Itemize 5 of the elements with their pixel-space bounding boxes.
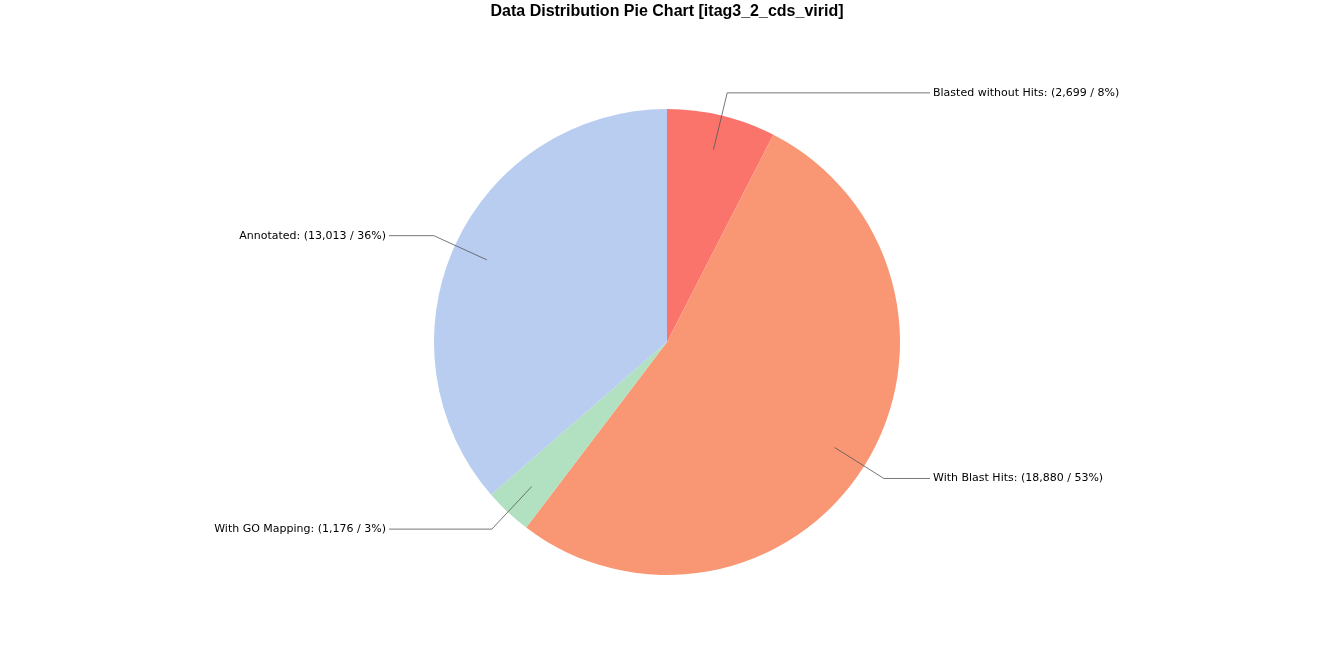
slice-label: With Blast Hits: (18,880 / 53%) bbox=[933, 471, 1104, 485]
slice-label: With GO Mapping: (1,176 / 3%) bbox=[214, 521, 386, 535]
slice-label: Annotated: (13,013 / 36%) bbox=[239, 228, 386, 242]
slice-label: Blasted without Hits: (2,699 / 8%) bbox=[933, 85, 1120, 99]
chart-title: Data Distribution Pie Chart [itag3_2_cds_virid] bbox=[490, 2, 844, 20]
